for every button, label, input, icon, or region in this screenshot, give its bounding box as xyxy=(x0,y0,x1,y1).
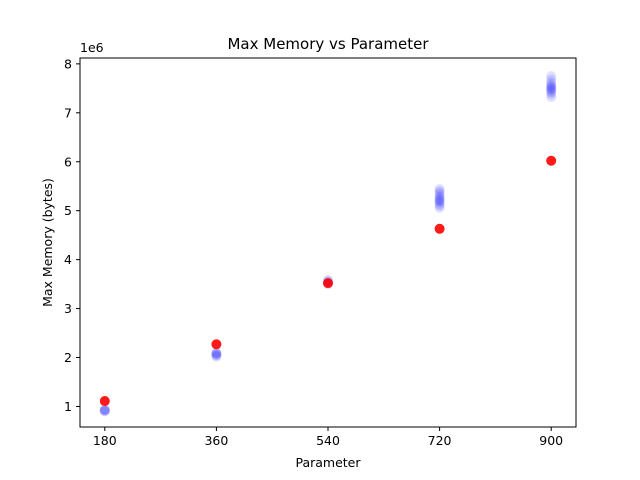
y-tick-label: 4 xyxy=(64,252,72,267)
plot-area-frame xyxy=(79,57,577,428)
data-point-series-1 xyxy=(323,278,333,289)
data-point-series-0 xyxy=(211,350,222,361)
data-point-series-0 xyxy=(434,194,445,205)
data-point-series-0 xyxy=(99,405,110,416)
data-point-series-0 xyxy=(546,77,557,88)
data-point-series-1 xyxy=(546,155,557,166)
data-point-series-0 xyxy=(434,186,445,197)
data-point-series-0 xyxy=(434,200,445,211)
y-tick-label: 2 xyxy=(64,350,72,365)
data-point-series-0 xyxy=(99,406,110,417)
y-axis-label: Max Memory (bytes) xyxy=(40,178,55,307)
y-tick-label: 1 xyxy=(64,399,72,414)
data-point-series-0 xyxy=(434,184,445,195)
data-point-series-0 xyxy=(546,92,557,103)
x-axis-ticks: 180 360 540 720 900 xyxy=(93,427,563,448)
data-point-series-0 xyxy=(546,89,557,100)
data-point-series-0 xyxy=(211,348,222,359)
y-tick-label: 7 xyxy=(64,105,72,120)
data-point-series-0 xyxy=(546,80,557,91)
data-point-series-0 xyxy=(211,349,222,360)
x-tick-label: 720 xyxy=(428,433,452,448)
data-point-series-0 xyxy=(546,82,557,93)
data-point-series-0 xyxy=(546,71,557,82)
data-point-series-0 xyxy=(211,347,222,358)
data-point-series-0 xyxy=(434,202,445,213)
y-tick-label: 6 xyxy=(64,154,72,169)
data-point-series-0 xyxy=(546,79,557,90)
data-point-series-0 xyxy=(546,87,557,98)
data-point-series-0 xyxy=(434,198,445,209)
data-point-series-0 xyxy=(546,84,557,95)
x-tick-label: 900 xyxy=(539,433,563,448)
data-point-series-1 xyxy=(434,223,445,234)
data-point-series-1 xyxy=(211,339,222,350)
y-axis-ticks: 1 2 3 4 5 6 7 8 xyxy=(64,56,80,414)
y-tick-label: 5 xyxy=(64,203,72,218)
data-point-series-0 xyxy=(211,349,222,360)
y-tick-label: 3 xyxy=(64,301,72,316)
data-point-series-0 xyxy=(211,351,222,362)
data-points xyxy=(99,71,557,417)
x-tick-label: 360 xyxy=(204,433,228,448)
x-tick-label: 540 xyxy=(316,433,340,448)
data-point-series-0 xyxy=(546,74,557,85)
data-point-series-0 xyxy=(434,193,445,204)
data-point-series-0 xyxy=(99,404,110,415)
y-tick-label: 8 xyxy=(64,56,72,71)
data-point-series-0 xyxy=(434,195,445,206)
data-point-series-0 xyxy=(99,404,110,415)
data-point-series-0 xyxy=(434,188,445,199)
data-point-series-0 xyxy=(546,85,557,96)
x-tick-label: 180 xyxy=(93,433,117,448)
y-axis-offset-label: 1e6 xyxy=(80,40,104,55)
chart-title: Max Memory vs Parameter xyxy=(227,35,429,53)
x-axis-label: Parameter xyxy=(295,455,361,470)
data-point-series-0 xyxy=(434,191,445,202)
data-point-series-0 xyxy=(434,196,445,207)
data-point-series-0 xyxy=(99,405,110,416)
data-point-series-0 xyxy=(434,190,445,201)
data-point-series-0 xyxy=(546,83,557,94)
data-point-series-1 xyxy=(99,396,110,407)
